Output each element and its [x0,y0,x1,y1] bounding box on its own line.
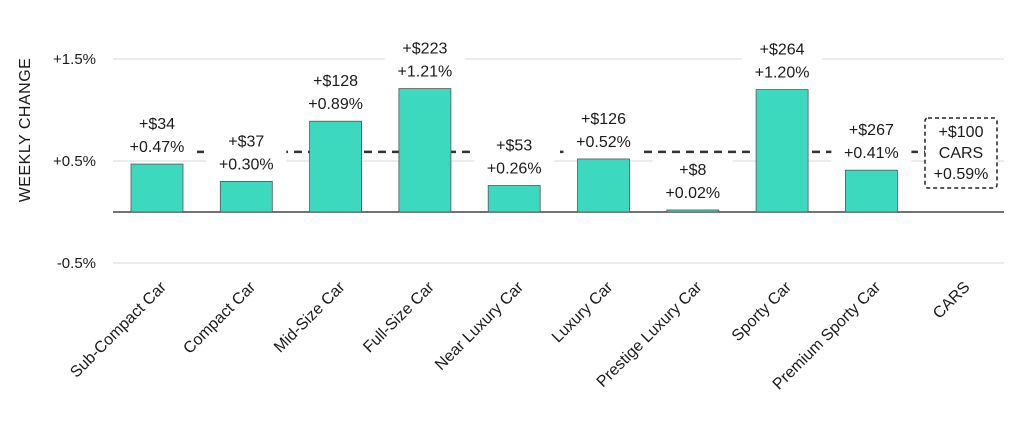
data-label-background [742,37,823,86]
data-label-background [563,106,644,155]
bar-compact-car [219,180,273,213]
data-label-background [295,69,376,118]
dollar-label-sub-compact-car: +$34 [139,116,175,133]
average-category-label: CARS [939,145,983,162]
percent-label-compact-car: +0.30% [219,156,274,173]
data-label-background [206,129,287,178]
average-summary-box [924,117,998,189]
dollar-label-mid-size-car: +$128 [313,73,358,90]
percent-label-sub-compact-car: +0.47% [130,139,185,156]
y-tick-label: +1.5% [53,51,96,68]
y-tick-label: +0.5% [53,153,96,170]
y-axis-ticks: +1.5% +0.5% -0.5% [53,51,96,272]
bar-sub-compact-car [130,163,184,213]
bars [130,88,898,213]
category-label-full-size-car: Full-Size Car [360,278,438,356]
data-label-background [474,133,555,182]
average-dollar-label: +$100 [939,124,984,141]
category-label-mid-size-car: Mid-Size Car [271,278,349,356]
dollar-label-luxury-car: +$126 [581,111,626,128]
category-label-luxury-car: Luxury Car [549,278,617,346]
bar-mid-size-car [309,120,363,213]
average-percent-label: +0.59% [934,166,989,183]
category-label-near-luxury-car: Near Luxury Car [432,278,527,373]
percent-label-premium-sporty-car: +0.41% [844,145,899,162]
y-axis-title: WEEKLY CHANGE [17,58,34,203]
percent-label-prestige-luxury-car: +0.02% [665,185,720,202]
bar-prestige-luxury-car [666,209,720,213]
dollar-label-compact-car: +$37 [228,133,264,150]
percent-label-full-size-car: +1.21% [398,64,453,81]
dollar-label-prestige-luxury-car: +$8 [679,162,706,179]
bar-luxury-car [577,158,630,213]
bar-near-luxury-car [487,185,541,213]
category-label-cars: CARS [930,279,973,322]
percent-label-sporty-car: +1.20% [755,65,810,82]
data-label-background [831,118,912,167]
dollar-label-sporty-car: +$264 [760,42,805,59]
data-label-background [117,112,197,161]
bar-full-size-car [398,88,452,213]
dollar-label-full-size-car: +$223 [402,41,447,58]
x-axis-category-labels: Sub-Compact Car Compact Car Mid-Size Car Fu… [67,278,973,393]
percent-label-luxury-car: +0.52% [576,134,631,151]
bar-premium-sporty-car [845,169,898,213]
dollar-label-near-luxury-car: +$53 [496,137,532,154]
percent-label-near-luxury-car: +0.26% [487,160,542,177]
category-label-compact-car: Compact Car [180,278,259,357]
data-labels: +$34 +0.47% +$37 +0.30% +$128 +0.89% +$223 +1.2… [117,36,998,206]
category-label-sporty-car: Sporty Car [729,278,796,345]
category-label-sub-compact-car: Sub-Compact Car [67,278,170,381]
y-tick-label: -0.5% [57,255,96,272]
bar-sporty-car [755,89,809,213]
percent-label-mid-size-car: +0.89% [308,96,363,113]
data-label-background [652,157,733,206]
dollar-label-premium-sporty-car: +$267 [849,122,894,139]
data-label-background [384,36,465,85]
